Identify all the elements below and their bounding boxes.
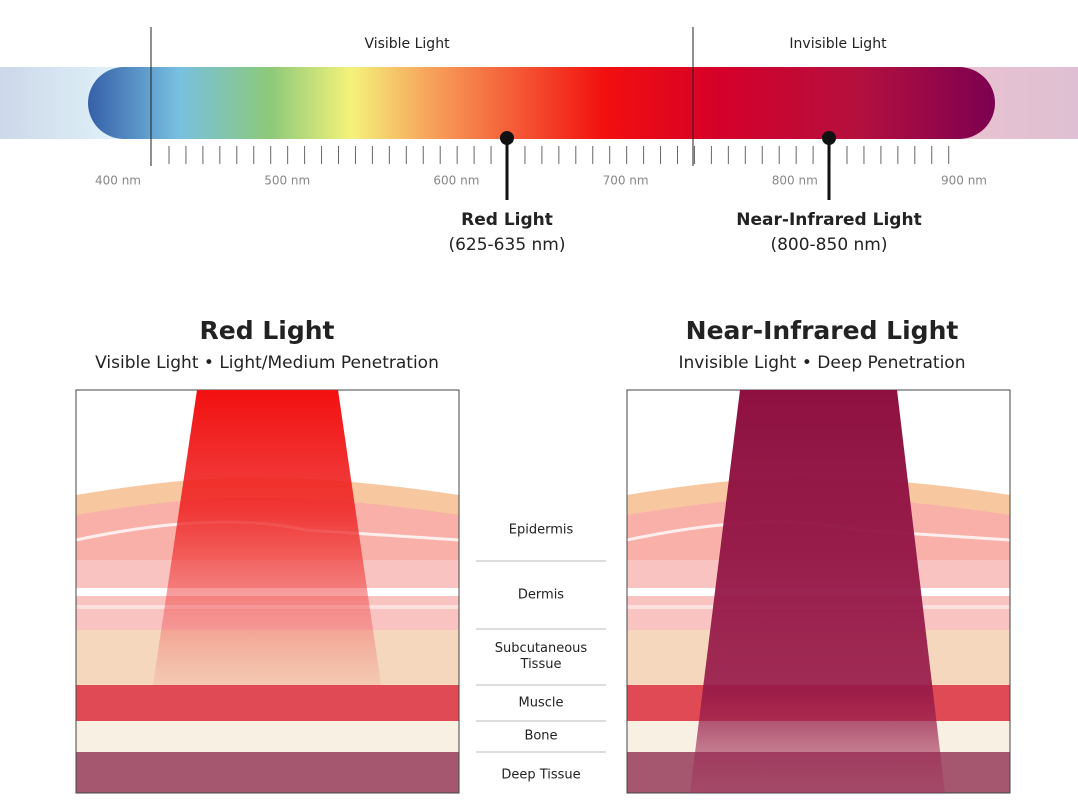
scale: 400 nm 500 nm 600 nm 700 nm 800 nm 900 nm xyxy=(95,146,987,188)
layer-label: Epidermis xyxy=(509,523,574,538)
layer-label: Bone xyxy=(524,729,557,744)
marker-label: Red Light xyxy=(461,210,553,230)
tick-label: 800 nm xyxy=(772,174,818,188)
tick-label: 400 nm xyxy=(95,174,141,188)
tick-label: 600 nm xyxy=(433,174,479,188)
marker-range: (800-850 nm) xyxy=(770,235,887,255)
panel-subtitle: Visible Light • Light/Medium Penetration xyxy=(95,353,439,373)
tick-label: 500 nm xyxy=(264,174,310,188)
layer-label: Subcutaneous Tissue xyxy=(495,641,588,672)
marker-label: Near-Infrared Light xyxy=(736,210,921,230)
layer-label: Dermis xyxy=(518,588,564,603)
region-label: Invisible Light xyxy=(789,36,887,52)
marker: Red Light (625-635 nm) xyxy=(448,131,566,255)
panel-title: Red Light xyxy=(200,316,335,345)
panel-title: Near-Infrared Light xyxy=(686,316,959,345)
marker: Near-Infrared Light (800-850 nm) xyxy=(736,131,922,255)
skin-panel xyxy=(625,388,1012,795)
layer-label: Deep Tissue xyxy=(501,768,580,783)
marker-range: (625-635 nm) xyxy=(448,235,565,255)
spectrum-bar xyxy=(88,67,995,139)
panel-subtitle: Invisible Light • Deep Penetration xyxy=(679,353,966,373)
skin-panel xyxy=(74,388,461,795)
layer-label: Muscle xyxy=(519,696,564,711)
layer-legend: Epidermis Dermis Subcutaneous Tissue Muscle B… xyxy=(476,523,606,783)
tick-label: 700 nm xyxy=(603,174,649,188)
tick-label: 900 nm xyxy=(941,174,987,188)
region-label: Visible Light xyxy=(364,36,450,52)
